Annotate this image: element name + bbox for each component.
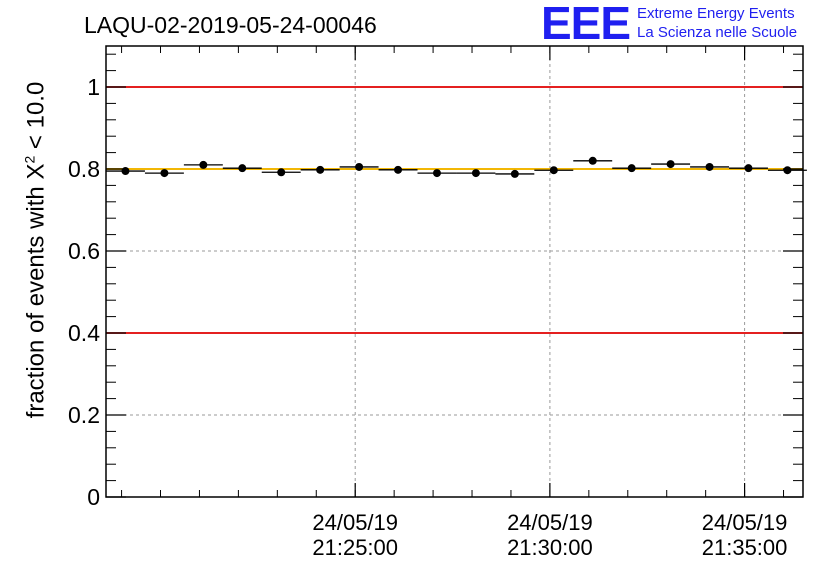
x-tick-date: 24/05/19 [507,510,593,535]
y-tick-label: 0.6 [68,238,100,264]
y-tick-label: 0.4 [68,320,100,346]
data-point [160,169,169,178]
y-tick-label: 1 [87,74,100,100]
x-tick-date: 24/05/19 [312,510,399,535]
x-tick-time: 21:25:00 [312,535,399,560]
y-tick-label: 0 [87,484,100,510]
x-tick-time: 21:35:00 [701,535,788,560]
y-tick-label: 0.8 [68,156,100,182]
data-point [744,164,753,173]
data-point [121,167,130,176]
eee-logo: EEE [541,0,631,49]
x-tick-label: 24/05/19 21:30:00 [507,510,593,560]
logo-caption: Extreme Energy Events La Scienza nelle S… [637,4,797,42]
data-point [510,169,519,178]
logo-caption-line1: Extreme Energy Events [637,5,795,22]
x-tick-label: 24/05/19 21:25:00 [312,510,398,560]
x-tick-time: 21:30:00 [507,535,593,560]
x-tick-date: 24/05/19 [701,510,788,535]
logo-caption-line2: La Scienza nelle Scuole [637,24,798,41]
data-point [199,160,208,169]
data-point [316,165,325,174]
data-point [355,162,364,171]
axis-ticks [106,46,803,498]
data-point [432,169,441,178]
y-tick-label: 0.2 [68,402,100,428]
reference-lines [106,86,803,334]
data-point [588,156,597,165]
data-point [666,160,675,169]
data-point [471,169,480,178]
y-axis-label: fraction of events with X2 < 10.0 [21,81,50,419]
y-tick-labels: 0 0.2 0.4 0.6 0.8 1 [68,74,100,510]
data-point [238,164,247,173]
chart-title: LAQU-02-2019-05-24-00046 [84,12,377,38]
x-tick-label: 24/05/19 21:35:00 [702,510,788,560]
grid-lines [106,46,803,498]
data-point [549,166,558,175]
data-point [277,168,286,177]
data-point [394,165,403,174]
data-points [106,156,807,178]
plot-frame [105,45,804,498]
data-point [705,162,714,171]
data-point [627,164,636,173]
data-point [783,166,792,175]
